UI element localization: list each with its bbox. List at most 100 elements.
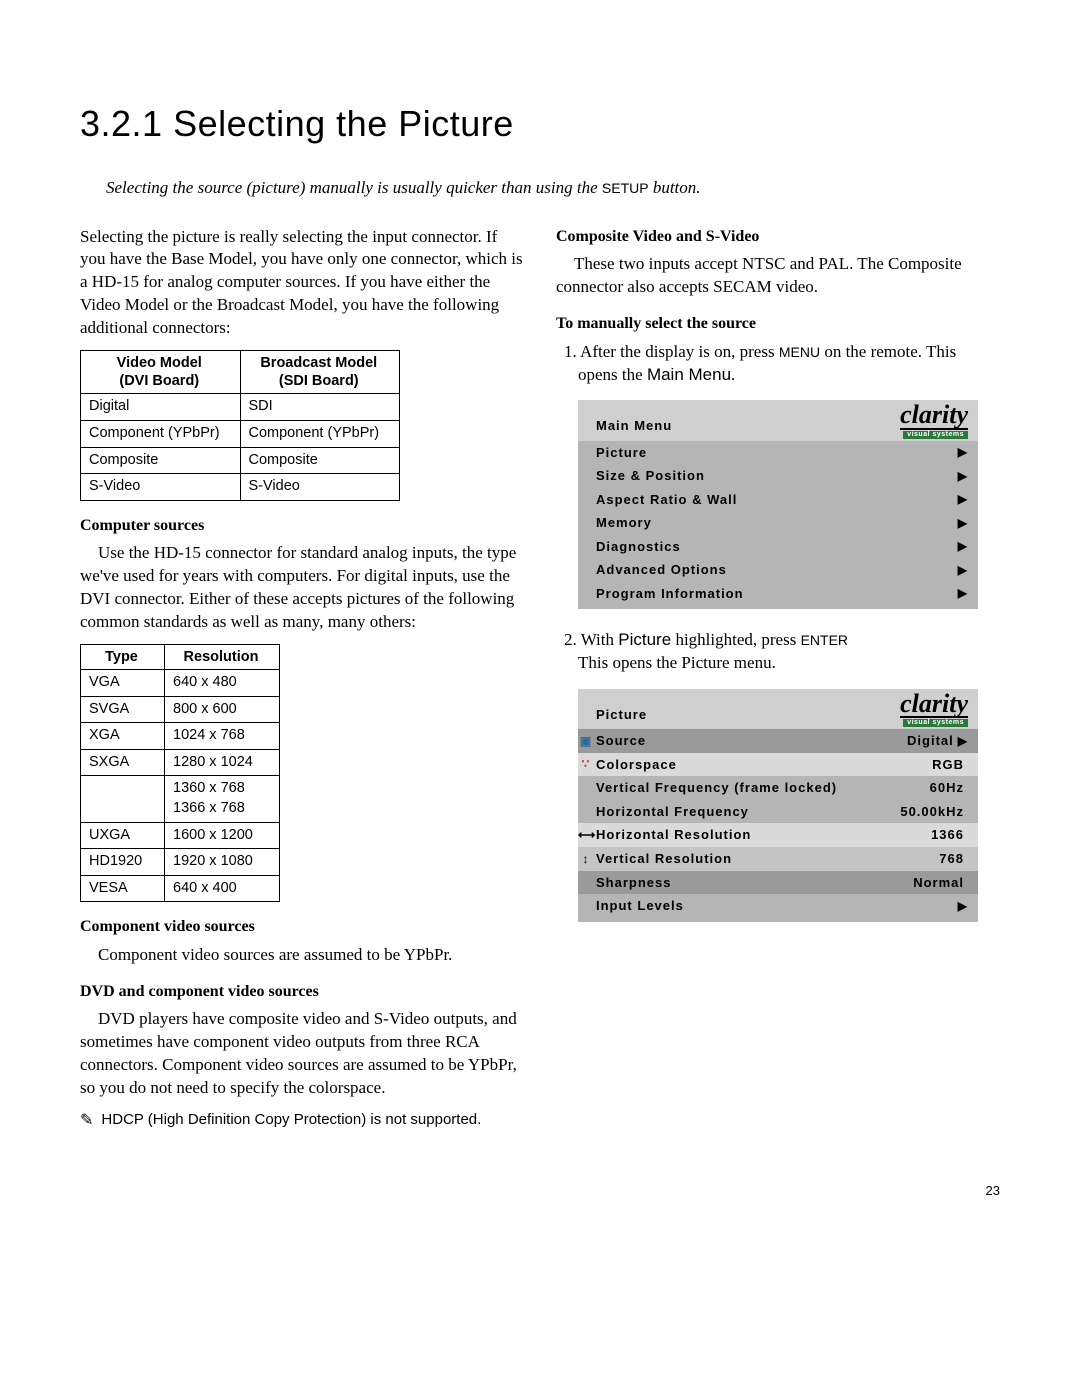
cell: 640 x 480 [165, 670, 280, 697]
menu-title: Picture [596, 706, 647, 730]
table-row: DigitalSDI [81, 394, 400, 421]
cell: Component (YPbPr) [81, 421, 241, 448]
heading-manual-select: To manually select the source [556, 313, 1000, 335]
right-column: Composite Video and S-Video These two in… [556, 226, 1000, 1132]
subtitle-post: button. [649, 178, 701, 197]
heading-computer-sources: Computer sources [80, 515, 524, 537]
row-value: RGB [932, 756, 968, 774]
step-text: 1. After the display is on, press [564, 342, 779, 361]
logo-tag: visual systems [903, 431, 968, 439]
row-label: Horizontal Resolution [596, 826, 931, 844]
resolution-table: Type Resolution VGA640 x 480 SVGA800 x 6… [80, 644, 280, 902]
menu-item-label: Program Information [596, 585, 958, 603]
cell: XGA [81, 723, 165, 750]
note-icon: ✎ [80, 1110, 93, 1132]
arrow-right-icon: ▶ [958, 515, 968, 531]
menu-item-label: Diagnostics [596, 538, 958, 556]
cell: 1920 x 1080 [165, 849, 280, 876]
intro-paragraph: Selecting the picture is really selectin… [80, 226, 524, 341]
subtitle: Selecting the source (picture) manually … [80, 177, 1000, 200]
picture-row-source[interactable]: ▣ Source Digital ▶ [578, 729, 978, 753]
table-row: SVGA800 x 600 [81, 696, 280, 723]
row-label: Vertical Frequency (frame locked) [596, 779, 930, 797]
row-label: Colorspace [596, 756, 932, 774]
row-value: 60Hz [930, 779, 968, 797]
logo-text: clarity [900, 400, 968, 429]
menu-body: ▣ Source Digital ▶ ∵ Colorspace RGB Vert… [578, 729, 978, 921]
arrow-right-icon: ▶ [958, 538, 968, 554]
picture-row-sharpness[interactable]: Sharpness Normal [578, 871, 978, 895]
cell: SXGA [81, 749, 165, 776]
menu-header: Picture clarity visual systems [578, 689, 978, 729]
picture-row-colorspace[interactable]: ∵ Colorspace RGB [578, 753, 978, 777]
table-row: SXGA1280 x 1024 [81, 749, 280, 776]
res-table-header: Resolution [165, 645, 280, 670]
p-component-video: Component video sources are assumed to b… [80, 944, 524, 967]
key-name: ENTER [801, 632, 848, 648]
page-heading: 3.2.1 Selecting the Picture [80, 100, 1000, 149]
row-label: Sharpness [596, 874, 913, 892]
menu-item-label: Aspect Ratio & Wall [596, 491, 958, 509]
cell: 1024 x 768 [165, 723, 280, 750]
cell: UXGA [81, 822, 165, 849]
subtitle-button-name: SETUP [602, 180, 649, 196]
step-2: 2. With Picture highlighted, press ENTER… [556, 629, 1000, 675]
rgb-icon: ∵ [578, 756, 594, 772]
arrow-right-icon: ▶ [958, 562, 968, 578]
menu-item-size-position[interactable]: Size & Position▶ [578, 464, 978, 488]
picture-row-input-levels[interactable]: Input Levels ▶ [578, 894, 978, 918]
arrow-right-icon: ▶ [958, 898, 968, 914]
row-value: Normal [913, 874, 968, 892]
cell: Digital [81, 394, 241, 421]
step-1: 1. After the display is on, press MENU o… [556, 341, 1000, 387]
cell: SVGA [81, 696, 165, 723]
row-label: Source [596, 732, 907, 750]
picture-menu-widget: Picture clarity visual systems ▣ Source … [578, 689, 978, 921]
cell: Composite [240, 447, 400, 474]
row-value: Digital [907, 732, 958, 750]
arrow-right-icon: ▶ [958, 585, 968, 601]
menu-item-label: Memory [596, 514, 958, 532]
table-row: VESA640 x 400 [81, 875, 280, 902]
cell: 640 x 400 [165, 875, 280, 902]
cell: HD1920 [81, 849, 165, 876]
step-text: 2. With [564, 630, 618, 649]
cell: Composite [81, 447, 241, 474]
menu-header: Main Menu clarity visual systems [578, 400, 978, 440]
menu-item-diagnostics[interactable]: Diagnostics▶ [578, 535, 978, 559]
clarity-logo: clarity visual systems [900, 404, 968, 440]
row-value: 50.00kHz [900, 803, 968, 821]
row-label: Vertical Resolution [596, 850, 939, 868]
picture-row-hfreq: Horizontal Frequency 50.00kHz [578, 800, 978, 824]
cell: 800 x 600 [165, 696, 280, 723]
picture-row-hres[interactable]: ⟷ Horizontal Resolution 1366 [578, 823, 978, 847]
heading-dvd: DVD and component video sources [80, 981, 524, 1003]
res-table-header: Type [81, 645, 165, 670]
menu-item-memory[interactable]: Memory▶ [578, 511, 978, 535]
menu-item-aspect-ratio[interactable]: Aspect Ratio & Wall▶ [578, 488, 978, 512]
cell [81, 776, 165, 822]
table-row: VGA640 x 480 [81, 670, 280, 697]
menu-item-program-info[interactable]: Program Information▶ [578, 582, 978, 606]
p-computer-sources: Use the HD-15 connector for standard ana… [80, 542, 524, 634]
menu-item-label: Size & Position [596, 467, 958, 485]
heading-composite: Composite Video and S-Video [556, 226, 1000, 248]
picture-row-vres[interactable]: ↕ Vertical Resolution 768 [578, 847, 978, 871]
logo-tag: visual systems [903, 719, 968, 727]
p-composite: These two inputs accept NTSC and PAL. Th… [556, 253, 1000, 299]
hdcp-note: ✎ HDCP (High Definition Copy Protection)… [80, 1110, 524, 1132]
row-label: Input Levels [596, 897, 958, 915]
menu-name: Main Menu [647, 365, 731, 384]
cell: 1360 x 768 1366 x 768 [165, 776, 280, 822]
menu-item-picture[interactable]: Picture▶ [578, 441, 978, 465]
picture-row-vfreq: Vertical Frequency (frame locked) 60Hz [578, 776, 978, 800]
menu-item-advanced-options[interactable]: Advanced Options▶ [578, 558, 978, 582]
horizontal-icon: ⟷ [578, 827, 594, 843]
cell: S-Video [81, 474, 241, 501]
vertical-icon: ↕ [578, 851, 594, 867]
note-text: HDCP (High Definition Copy Protection) i… [101, 1110, 481, 1132]
cell: VGA [81, 670, 165, 697]
models-table-header: Video Model (DVI Board) [81, 351, 241, 394]
cell: 1600 x 1200 [165, 822, 280, 849]
p-dvd: DVD players have composite video and S-V… [80, 1008, 524, 1100]
